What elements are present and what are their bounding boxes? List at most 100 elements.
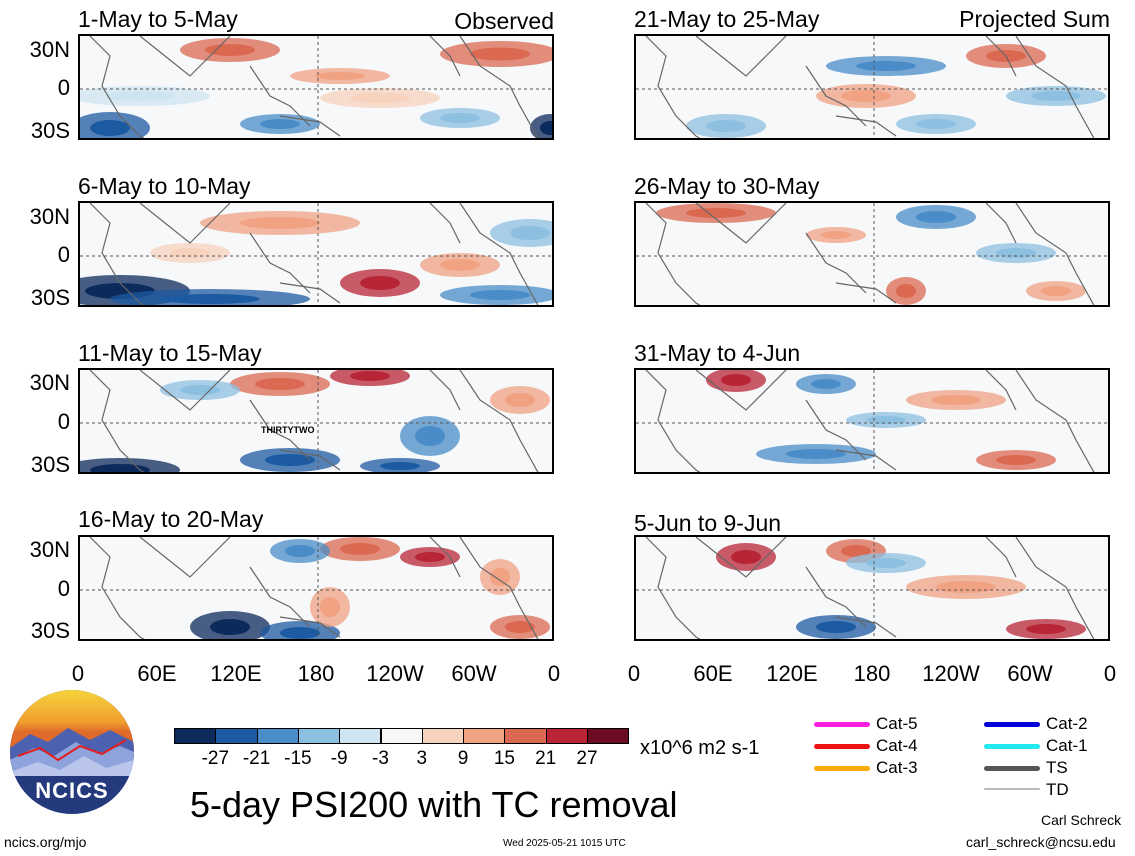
logo-text: NCICS: [35, 778, 109, 803]
legend-label: Cat-2: [1046, 714, 1088, 733]
colorbar-tick-label: -9: [330, 748, 348, 769]
anomaly-core: [470, 290, 530, 300]
lat-label-30s: 30S: [30, 285, 70, 310]
panel-title-4: 16-May to 20-May: [78, 506, 264, 532]
panel-title-5: 21-May to 25-May: [634, 6, 820, 32]
lon-label: 60E: [693, 661, 733, 686]
colorbar-swatch: [215, 728, 258, 744]
colorbar-tick-label: -27: [201, 748, 230, 769]
coastline: [429, 537, 461, 578]
legend-line: [984, 788, 1040, 790]
coastline: [645, 537, 701, 639]
coastline: [1015, 370, 1095, 472]
lon-label: 120W: [922, 661, 980, 686]
anomaly-core: [866, 416, 906, 424]
legend-label: TD: [1046, 780, 1069, 799]
coastline: [279, 449, 341, 471]
anomaly-core: [786, 449, 846, 459]
coastline: [139, 537, 231, 578]
map-panel-6: [634, 201, 1110, 307]
anomaly-core: [490, 568, 510, 586]
lat-label-30n: 30N: [29, 37, 70, 62]
lon-label: 60E: [137, 661, 177, 686]
lon-label: 180: [297, 661, 335, 686]
lon-label: 180: [853, 661, 891, 686]
anomaly-core: [350, 93, 410, 103]
map-field: [636, 36, 1108, 138]
anomaly-core: [340, 543, 380, 555]
anomaly-core: [90, 464, 150, 472]
coastline: [695, 36, 787, 77]
colorbar-swatch: [174, 728, 217, 744]
coastline: [645, 36, 701, 138]
coastline: [645, 203, 701, 305]
coastline: [249, 232, 311, 294]
anomaly-core: [731, 550, 761, 564]
coastline: [249, 399, 311, 461]
anomaly-core: [706, 120, 746, 132]
colorbar-tick-label: 27: [576, 748, 598, 769]
footer-url: ncics.org/mjo: [4, 834, 87, 850]
anomaly-core: [240, 217, 320, 229]
anomaly-core: [440, 113, 480, 123]
anomaly-core: [105, 91, 175, 101]
anomaly-core: [721, 374, 751, 386]
lon-label: 60W: [451, 661, 497, 686]
colorbar-swatch: [256, 728, 299, 744]
anomaly-core: [505, 393, 535, 407]
coastline: [695, 203, 787, 244]
anomaly-core: [1041, 286, 1071, 296]
anomaly-core: [280, 627, 320, 639]
legend-label: Cat-1: [1046, 736, 1088, 755]
projected-label: Projected Sum: [959, 6, 1110, 32]
colorbar-tick-label: 9: [457, 748, 469, 769]
anomaly-core: [315, 72, 365, 80]
colorbar-swatch: [587, 728, 630, 744]
coastline: [139, 203, 231, 244]
lon-label: 60W: [1007, 661, 1053, 686]
panel-title-3: 11-May to 15-May: [78, 340, 262, 366]
colorbar-tick-label: -15: [284, 748, 312, 769]
legend-line: [984, 766, 1040, 771]
lat-label-eq: 0: [57, 242, 70, 267]
main-title: 5-day PSI200 with TC removal: [190, 784, 678, 825]
observed-label: Observed: [454, 8, 554, 34]
coastline: [429, 370, 461, 411]
colorbar-units: x10^6 m2 s-1: [640, 737, 760, 759]
map-field: [80, 370, 552, 472]
coastline: [249, 566, 311, 628]
lon-label: 0: [71, 661, 85, 686]
lon-label: 120E: [766, 661, 818, 686]
anomaly-core: [896, 284, 916, 298]
anomaly-core: [360, 276, 400, 290]
map-panel-3: [78, 368, 554, 474]
coastline: [695, 537, 787, 578]
map-panel-4: [78, 535, 554, 641]
anomaly-core: [160, 294, 260, 304]
colorbar-swatch: [380, 728, 423, 744]
map-field: [636, 370, 1108, 472]
anomaly-core: [931, 395, 981, 405]
anomaly-core: [996, 455, 1036, 465]
anomaly-core: [1031, 91, 1081, 101]
anomaly-core: [505, 621, 535, 633]
legend-label: Cat-4: [876, 736, 918, 755]
panel-title-1: 1-May to 5-May: [78, 6, 238, 32]
anomaly-core: [415, 552, 445, 562]
lat-label-eq: 0: [57, 409, 70, 434]
coastline: [805, 566, 867, 628]
coastline: [695, 370, 787, 411]
anomaly-core: [916, 119, 956, 129]
anomaly-core: [285, 545, 315, 557]
anomaly-core: [510, 226, 550, 240]
coastline: [139, 370, 231, 411]
anomaly-core: [255, 378, 305, 390]
coastline: [835, 449, 897, 471]
lon-label: 0: [1103, 661, 1117, 686]
legend-line: [984, 722, 1040, 727]
coastline: [89, 537, 145, 639]
anomaly-core: [841, 545, 871, 557]
coastline: [459, 370, 539, 472]
map-panel-2: [78, 201, 554, 307]
coastline: [985, 203, 1017, 244]
